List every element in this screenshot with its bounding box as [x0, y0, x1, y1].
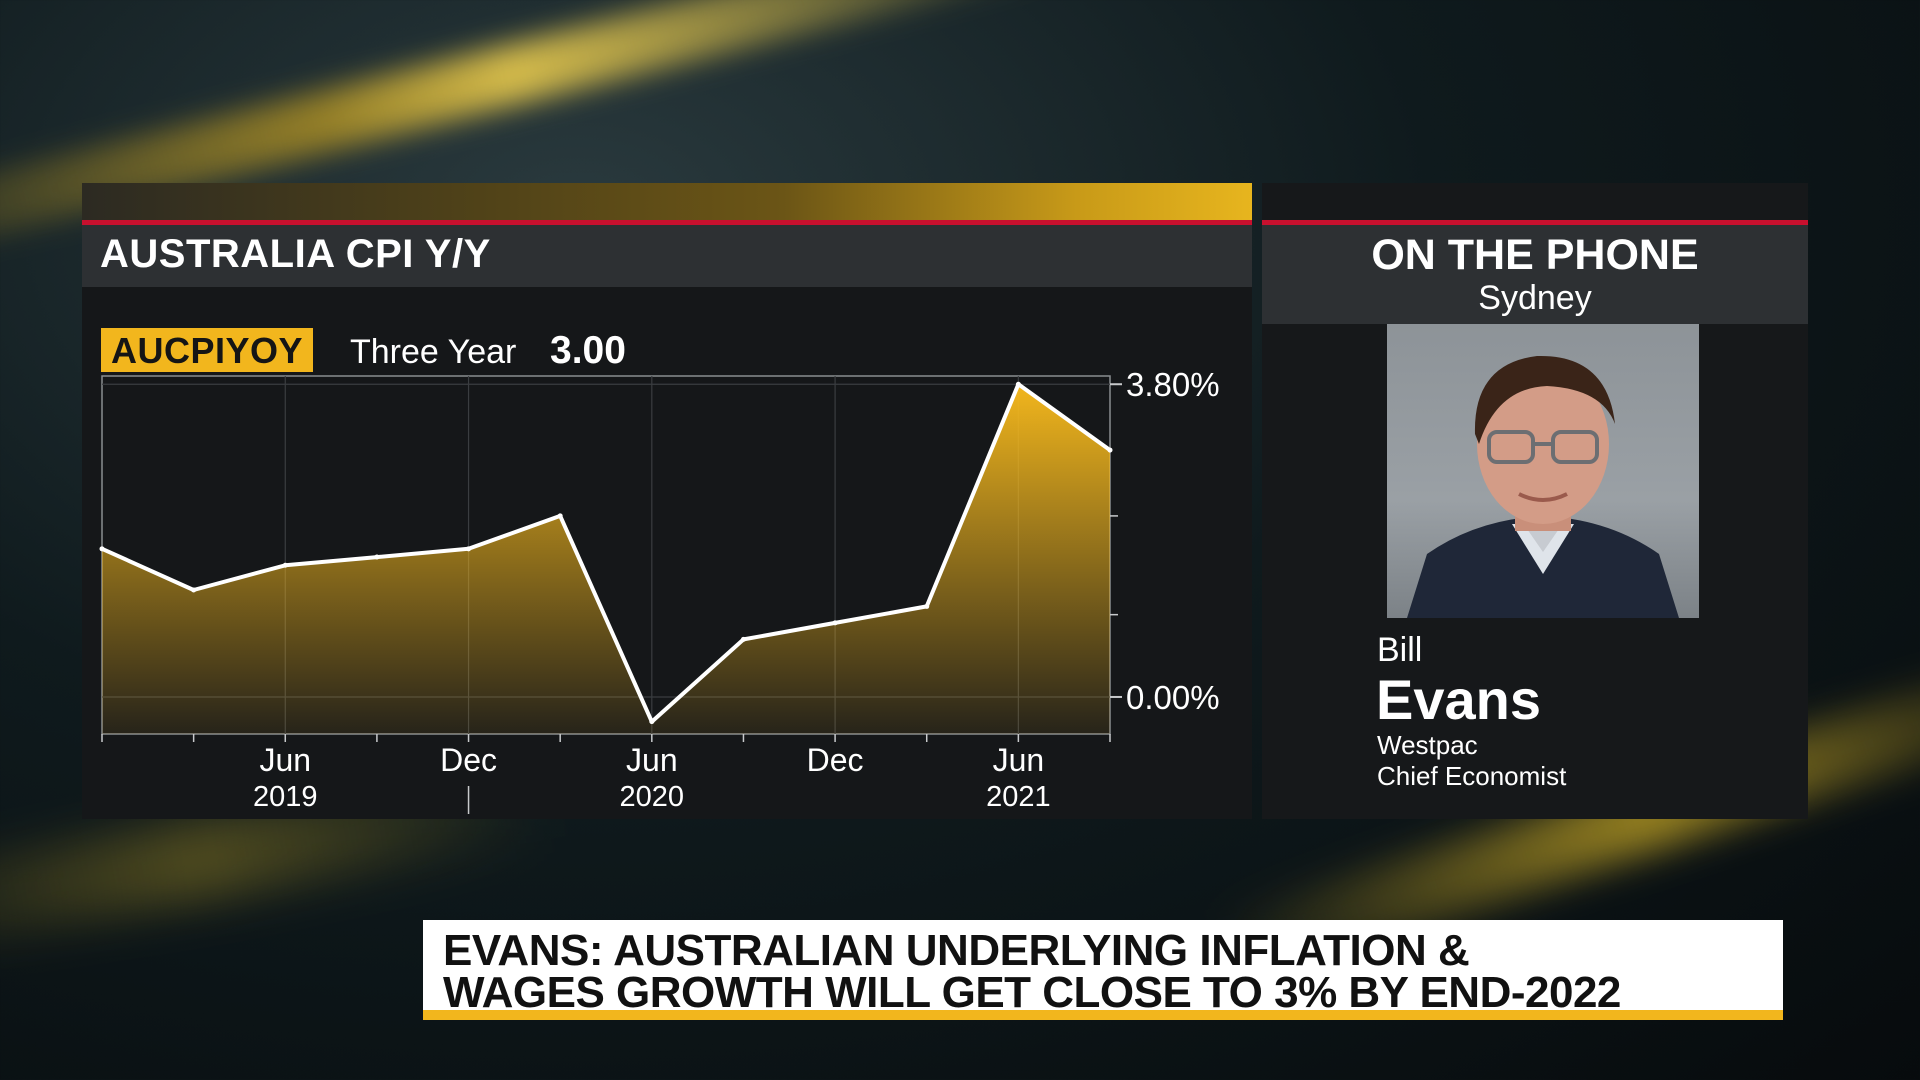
- range-value: 3.00: [550, 329, 626, 372]
- guest-portrait-image: [1407, 355, 1679, 618]
- data-point: [649, 719, 655, 725]
- data-point: [557, 513, 563, 519]
- ticker-badge: AUCPIYOY: [101, 328, 314, 372]
- x-tick-label-month: Dec: [440, 742, 497, 778]
- guest-organization: Westpac: [1377, 730, 1478, 760]
- data-point: [1107, 447, 1113, 453]
- guest-role: Chief Economist: [1377, 761, 1567, 791]
- headline-banner: EVANS: AUSTRALIAN UNDERLYING INFLATION &…: [423, 920, 1783, 1020]
- chart-panel: AUSTRALIA CPI Y/Y AUCPIYOY Three Year 3.…: [82, 183, 1252, 819]
- x-tick-label-year: 2019: [253, 781, 318, 813]
- headline-line-1: EVANS: AUSTRALIAN UNDERLYING INFLATION &: [443, 926, 1470, 975]
- headline-line-2: WAGES GROWTH WILL GET CLOSE TO 3% BY END…: [443, 968, 1621, 1017]
- data-point: [1015, 381, 1021, 387]
- data-point: [282, 562, 288, 568]
- x-tick-label-month: Jun: [259, 742, 311, 778]
- phone-title: ON THE PHONE: [1371, 231, 1699, 279]
- x-tick-label-month: Jun: [993, 742, 1045, 778]
- data-point: [191, 587, 197, 593]
- phone-location: Sydney: [1478, 279, 1592, 317]
- x-tick-label-year: 2020: [620, 781, 685, 813]
- chart-title-bar: [82, 225, 1252, 287]
- guest-last-name: Evans: [1376, 668, 1541, 731]
- x-tick-label-year: 2021: [986, 781, 1051, 813]
- data-point: [374, 554, 380, 560]
- data-point: [740, 636, 746, 642]
- panel-top-strip: [82, 183, 1252, 220]
- x-tick-label-month: Dec: [807, 742, 864, 778]
- headline-accent-bar: [423, 1010, 1783, 1020]
- chart-title: AUSTRALIA CPI Y/Y: [100, 232, 491, 276]
- guest-first-name: Bill: [1377, 631, 1423, 669]
- data-point: [924, 603, 930, 609]
- y-tick-label: 0.00%: [1126, 679, 1220, 716]
- data-point: [832, 620, 838, 626]
- series-line: [101, 382, 1112, 724]
- x-tick-label-month: Jun: [626, 742, 678, 778]
- phone-panel: ON THE PHONE Sydney Bill Evans Westpac C…: [1262, 183, 1808, 819]
- data-point: [99, 546, 105, 552]
- panel-red-rule: [82, 220, 1252, 225]
- phone-header: [1262, 225, 1808, 324]
- data-point: [466, 546, 472, 552]
- y-tick-label: 3.80%: [1126, 366, 1220, 403]
- guest-photo: [1387, 324, 1699, 618]
- range-label: Three Year: [350, 333, 517, 371]
- panel-red-rule: [1262, 220, 1808, 225]
- area-fill: [102, 384, 1110, 734]
